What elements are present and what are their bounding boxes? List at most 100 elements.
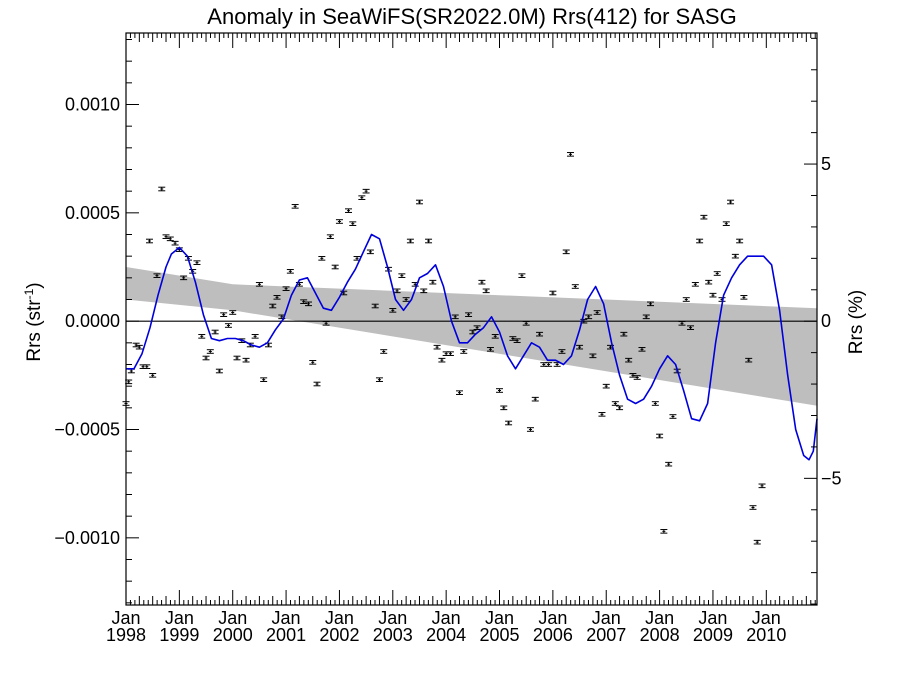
data-point	[211, 329, 219, 335]
y-axis-right-title: Rrs (%)	[846, 290, 867, 354]
data-point	[366, 249, 374, 255]
data-point	[625, 357, 633, 363]
data-point	[482, 288, 490, 294]
data-point	[611, 401, 619, 406]
y-right-tick-label: 0	[821, 311, 831, 331]
data-point	[545, 362, 553, 367]
data-point	[371, 303, 379, 309]
data-point	[682, 297, 690, 302]
data-point	[451, 314, 459, 320]
x-tick-label-month: Jan	[485, 608, 514, 628]
data-point	[415, 199, 423, 205]
data-point	[162, 234, 170, 239]
data-point	[478, 279, 486, 285]
x-tick-label-month: Jan	[538, 608, 567, 628]
data-point	[127, 368, 135, 374]
data-point	[633, 375, 641, 380]
data-point	[193, 260, 201, 265]
data-point	[455, 390, 463, 395]
running-mean-line	[126, 233, 818, 461]
data-point	[691, 282, 699, 287]
y-tick-label: 0.0000	[65, 311, 120, 331]
data-point	[753, 539, 761, 545]
data-point	[442, 351, 450, 356]
x-tick-label-month: Jan	[698, 608, 727, 628]
x-tick-label-year: 2008	[640, 625, 680, 645]
data-point	[402, 297, 410, 302]
data-point	[678, 321, 686, 326]
data-point	[202, 355, 210, 361]
data-point	[709, 292, 717, 298]
data-point	[486, 347, 494, 352]
data-point	[233, 355, 241, 361]
data-point	[446, 351, 454, 356]
x-tick-label-year: 2003	[373, 625, 413, 645]
data-point	[540, 362, 548, 367]
data-point	[491, 334, 499, 339]
x-tick-label-year: 2000	[213, 625, 253, 645]
data-point	[286, 269, 294, 274]
data-point	[242, 357, 250, 363]
data-point	[745, 357, 753, 363]
data-point	[585, 314, 593, 320]
x-tick-label-month: Jan	[752, 608, 781, 628]
data-point	[220, 312, 228, 317]
data-point	[500, 405, 508, 411]
data-point	[638, 347, 646, 352]
data-point	[651, 401, 659, 406]
data-point	[571, 284, 579, 289]
x-tick-label-year: 2005	[479, 625, 519, 645]
data-point	[629, 373, 637, 378]
x-tick-label-month: Jan	[218, 608, 247, 628]
data-point	[669, 414, 677, 419]
data-point	[349, 221, 357, 226]
x-tick-label-month: Jan	[111, 608, 140, 628]
data-point	[335, 219, 343, 224]
data-point	[171, 240, 179, 246]
y-axis-left: 0.0010 0.0005 0.0000 −0.0005 −0.0010	[54, 39, 139, 604]
data-point	[713, 271, 721, 276]
data-point	[224, 323, 232, 328]
data-point	[665, 461, 673, 467]
data-point	[251, 334, 259, 339]
data-point	[731, 253, 739, 259]
data-point	[620, 331, 628, 337]
y-axis-left-title: Rrs (str-1)	[22, 282, 45, 361]
trend-band-layer	[126, 267, 817, 406]
y-tick-label: 0.0005	[65, 203, 120, 223]
y-axis-right: 5 0 −5	[804, 37, 842, 605]
data-point	[513, 338, 521, 343]
x-tick-label-year: 2004	[426, 625, 466, 645]
data-point	[375, 377, 383, 382]
x-tick-label-year: 1998	[106, 625, 146, 645]
x-tick-label-month: Jan	[645, 608, 674, 628]
x-tick-label-month: Jan	[272, 608, 301, 628]
data-point	[460, 349, 468, 354]
data-point	[309, 360, 317, 365]
x-axis: Jan1998Jan1999Jan2000Jan2001Jan2002Jan20…	[106, 33, 816, 645]
data-point	[433, 344, 441, 350]
data-point	[602, 383, 610, 389]
data-point	[406, 238, 414, 244]
data-point	[642, 314, 650, 320]
y-right-tick-label: 5	[821, 154, 831, 174]
data-point	[736, 238, 744, 244]
x-tick-label-year: 1999	[159, 625, 199, 645]
x-tick-label-month: Jan	[592, 608, 621, 628]
data-point	[198, 334, 206, 339]
x-tick-label-year: 2007	[586, 625, 626, 645]
data-point	[473, 325, 481, 330]
data-point	[522, 321, 530, 326]
x-tick-label-year: 2010	[746, 625, 786, 645]
data-point	[687, 325, 695, 330]
data-point	[380, 349, 388, 354]
data-point	[206, 349, 214, 354]
data-point	[616, 405, 624, 411]
plot-border	[125, 32, 818, 606]
data-point	[135, 344, 143, 350]
trend-uncertainty-band	[126, 267, 817, 406]
data-point	[536, 331, 544, 337]
data-point	[393, 288, 401, 294]
data-point	[345, 208, 353, 213]
